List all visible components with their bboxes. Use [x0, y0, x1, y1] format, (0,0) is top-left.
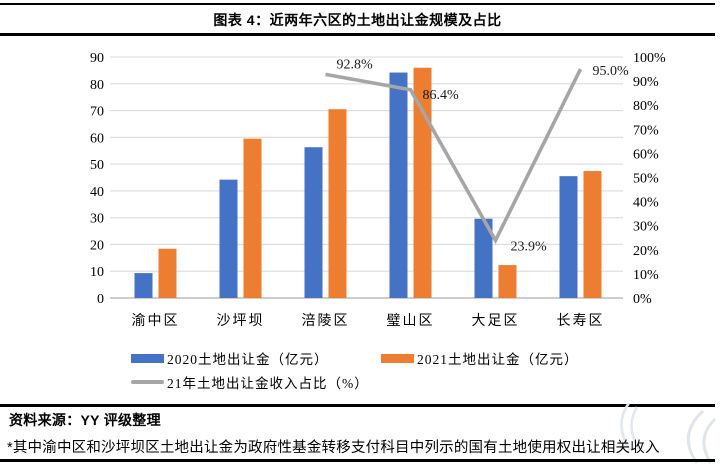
ratio-line — [325, 68, 583, 245]
y-axis-left-tick: 70 — [90, 105, 104, 120]
bar-2020-涪陵区 — [304, 147, 323, 298]
bar-2021-沙坪坝 — [243, 138, 262, 298]
bar-2021-渝中区 — [158, 248, 177, 298]
y-axis-right-tick: 90% — [633, 75, 659, 90]
bar-2020-大足区 — [474, 218, 493, 298]
bar-2021-涪陵区 — [328, 109, 347, 298]
line-data-label: 95.0% — [593, 64, 630, 79]
y-axis-right-tick: 20% — [633, 244, 659, 259]
legend-label-2020: 2020土地出让金（亿元） — [167, 352, 329, 367]
legend-label-2021: 2021土地出让金（亿元） — [417, 352, 579, 367]
bar-2021-长寿区 — [583, 171, 602, 298]
line-data-label: 92.8% — [337, 57, 374, 72]
y-axis-left-tick: 10 — [90, 265, 104, 280]
line-data-label: 23.9% — [511, 239, 548, 254]
x-axis-category-label: 大足区 — [472, 313, 520, 329]
y-axis-left-tick: 30 — [90, 212, 104, 227]
legend-item-ratio: 21年土地出让金收入占比（%） — [131, 374, 369, 391]
legend-label-ratio: 21年土地出让金收入占比（%） — [167, 376, 369, 391]
combo-chart: 0 10 20 30 40 50 60 70 80 90 0% 10% 20% 30% 40% 50% 60% 7… — [90, 51, 666, 329]
bar-2020-渝中区 — [134, 273, 153, 298]
x-axis-category-label: 涪陵区 — [302, 313, 350, 329]
y-axis-right-tick: 80% — [633, 99, 659, 114]
y-axis-left-tick: 40 — [90, 185, 104, 200]
y-axis-right-tick: 70% — [633, 123, 659, 138]
line-data-label: 86.4% — [423, 88, 460, 103]
bottom-rule — [0, 459, 715, 462]
top-rule — [0, 3, 715, 5]
title-underline-rule — [0, 33, 715, 36]
y-axis-left-tick: 20 — [90, 238, 104, 253]
y-axis-right-tick: 10% — [633, 268, 659, 283]
x-axis-category-label: 长寿区 — [557, 312, 605, 329]
source-text: 资料来源：YY 评级整理 — [9, 412, 161, 428]
y-axis-right-tick: 60% — [633, 147, 659, 162]
legend-item-2020: 2020土地出让金（亿元） — [131, 350, 329, 367]
y-axis-right-tick: 50% — [633, 172, 659, 187]
x-axis-category-label: 璧山区 — [387, 312, 435, 329]
y-axis-left-tick: 50 — [90, 158, 104, 173]
y-axis-right-tick: 30% — [633, 220, 659, 235]
bar-2020-璧山区 — [389, 72, 408, 298]
bar-2021-璧山区 — [413, 67, 432, 298]
bar-2021-大足区 — [498, 265, 517, 298]
legend-item-2021: 2021土地出让金（亿元） — [381, 350, 579, 367]
footnote-text: *其中渝中区和沙坪坝区土地出让金为政府性基金转移支付科目中列示的国有土地使用权出… — [7, 440, 660, 456]
legend-swatch-2021 — [381, 353, 414, 363]
y-axis-left-tick: 90 — [90, 51, 104, 66]
figure-title: 图表 4：近两年六区的土地出让金规模及占比 — [213, 12, 502, 28]
bar-2020-沙坪坝 — [219, 179, 238, 298]
bar-2020-长寿区 — [559, 176, 578, 298]
y-axis-left-tick: 0 — [97, 292, 104, 307]
y-axis-right-tick: 0% — [633, 292, 652, 307]
x-axis-category-label: 沙坪坝 — [217, 313, 265, 329]
y-axis-left-tick: 80 — [90, 78, 104, 93]
x-axis-category-label: 渝中区 — [132, 313, 180, 329]
y-axis-right-tick: 100% — [633, 51, 666, 66]
y-axis-right-tick: 40% — [633, 196, 659, 211]
legend-swatch-2020 — [131, 353, 164, 363]
y-axis-left-tick: 60 — [90, 131, 104, 146]
footer-top-rule — [0, 404, 715, 407]
legend-swatch-ratio-line — [131, 380, 164, 384]
